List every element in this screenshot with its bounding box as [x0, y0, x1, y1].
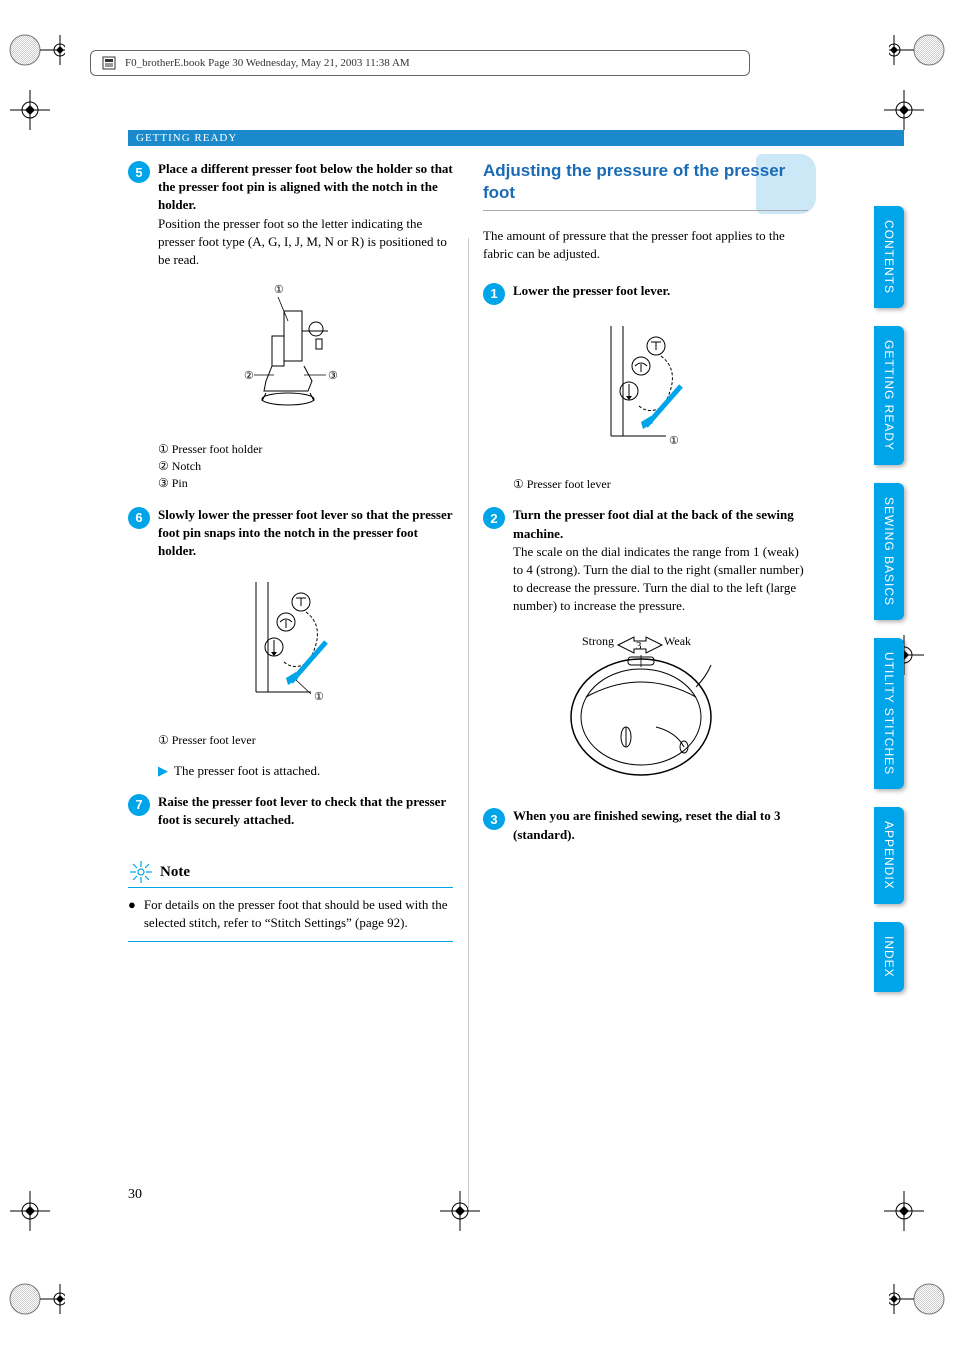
legend-1a: ① Presser foot holder [158, 441, 453, 458]
crop-mark [5, 1259, 65, 1319]
left-column: 5 Place a different presser foot below t… [128, 160, 453, 942]
diagram-dial: Strong Weak 3 [483, 627, 808, 797]
crop-mark [10, 1191, 70, 1251]
dial-number: 3 [636, 640, 642, 652]
step-number-7: 7 [128, 794, 150, 816]
crop-mark [889, 1259, 949, 1319]
step-r2-heading: Turn the presser foot dial at the back o… [513, 507, 794, 540]
section-banner: GETTING READY [128, 130, 904, 146]
step-r1-heading: Lower the presser foot lever. [513, 283, 670, 298]
header-text: F0_brotherE.book Page 30 Wednesday, May … [125, 57, 410, 69]
crop-mark [440, 1191, 500, 1251]
step-r3-heading: When you are finished sewing, reset the … [513, 808, 780, 841]
step-number-r2: 2 [483, 507, 505, 529]
note-icon [128, 859, 154, 885]
tab-index[interactable]: INDEX [874, 922, 904, 992]
svg-text:③: ③ [328, 370, 338, 382]
content-area: 5 Place a different presser foot below t… [128, 160, 808, 942]
svg-text:①: ① [274, 284, 284, 296]
legend-r1: ① Presser foot lever [513, 476, 808, 493]
crop-mark [5, 30, 65, 90]
note-text: For details on the presser foot that sho… [144, 896, 453, 932]
page-number: 30 [128, 1187, 142, 1203]
step-6-heading: Slowly lower the presser foot lever so t… [158, 507, 452, 558]
step-7-heading: Raise the presser foot lever to check th… [158, 794, 446, 827]
step-7: 7 Raise the presser foot lever to check … [128, 793, 453, 829]
column-divider [468, 238, 469, 1208]
step-r1: 1 Lower the presser foot lever. [483, 282, 808, 304]
step-number-r1: 1 [483, 283, 505, 305]
side-tabs: CONTENTS GETTING READY SEWING BASICS UTI… [874, 206, 914, 1010]
legend-1: ① Presser foot holder ② Notch ③ Pin [158, 441, 453, 491]
framemaker-header: F0_brotherE.book Page 30 Wednesday, May … [90, 50, 750, 76]
bullet-icon: ● [128, 896, 136, 932]
step-5-heading: Place a different presser foot below the… [158, 161, 453, 212]
right-column: Adjusting the pressure of the presser fo… [483, 160, 808, 942]
diagram-presser-holder: ① ② ③ [128, 281, 453, 431]
legend-1c: ③ Pin [158, 475, 453, 492]
note-box: Note ●For details on the presser foot th… [128, 859, 453, 941]
tab-appendix[interactable]: APPENDIX [874, 807, 904, 904]
step-5-body: Position the presser foot so the letter … [158, 216, 447, 267]
diagram-lower-lever: ① [128, 572, 453, 722]
subsection-intro: The amount of pressure that the presser … [483, 227, 808, 263]
note-title: Note [160, 864, 190, 881]
svg-text:①: ① [669, 435, 679, 447]
legend-2: ① Presser foot lever [158, 732, 453, 749]
step-r2-body: The scale on the dial indicates the rang… [513, 544, 804, 614]
step-number-6: 6 [128, 507, 150, 529]
crop-mark [889, 30, 949, 90]
svg-text:①: ① [314, 691, 324, 703]
step-r3: 3 When you are finished sewing, reset th… [483, 807, 808, 843]
tab-sewing-basics[interactable]: SEWING BASICS [874, 483, 904, 620]
step-number-r3: 3 [483, 808, 505, 830]
step-number-5: 5 [128, 161, 150, 183]
subsection-title: Adjusting the pressure of the presser fo… [483, 160, 808, 211]
step-5: 5 Place a different presser foot below t… [128, 160, 453, 269]
step-6: 6 Slowly lower the presser foot lever so… [128, 506, 453, 561]
dial-weak-label: Weak [664, 634, 691, 648]
result-arrow-icon: ▶ [158, 763, 168, 778]
crop-mark [884, 1191, 944, 1251]
tab-utility-stitches[interactable]: UTILITY STITCHES [874, 638, 904, 789]
legend-r1a: ① Presser foot lever [513, 476, 808, 493]
tab-getting-ready[interactable]: GETTING READY [874, 326, 904, 465]
subsection-header: Adjusting the pressure of the presser fo… [483, 160, 808, 211]
svg-text:②: ② [244, 370, 254, 382]
step-r2: 2 Turn the presser foot dial at the back… [483, 506, 808, 615]
crop-mark [10, 90, 70, 150]
result-line: ▶ The presser foot is attached. [158, 763, 453, 779]
legend-2a: ① Presser foot lever [158, 732, 453, 749]
result-text: The presser foot is attached. [174, 763, 320, 778]
diagram-r1: ① [483, 316, 808, 466]
legend-1b: ② Notch [158, 458, 453, 475]
tab-contents[interactable]: CONTENTS [874, 206, 904, 308]
dial-strong-label: Strong [582, 634, 614, 648]
